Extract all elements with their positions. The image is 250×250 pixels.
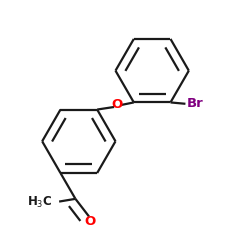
Text: H$_3$C: H$_3$C xyxy=(27,196,52,210)
Text: O: O xyxy=(85,215,96,228)
Text: Br: Br xyxy=(187,97,204,110)
Text: O: O xyxy=(112,98,123,111)
